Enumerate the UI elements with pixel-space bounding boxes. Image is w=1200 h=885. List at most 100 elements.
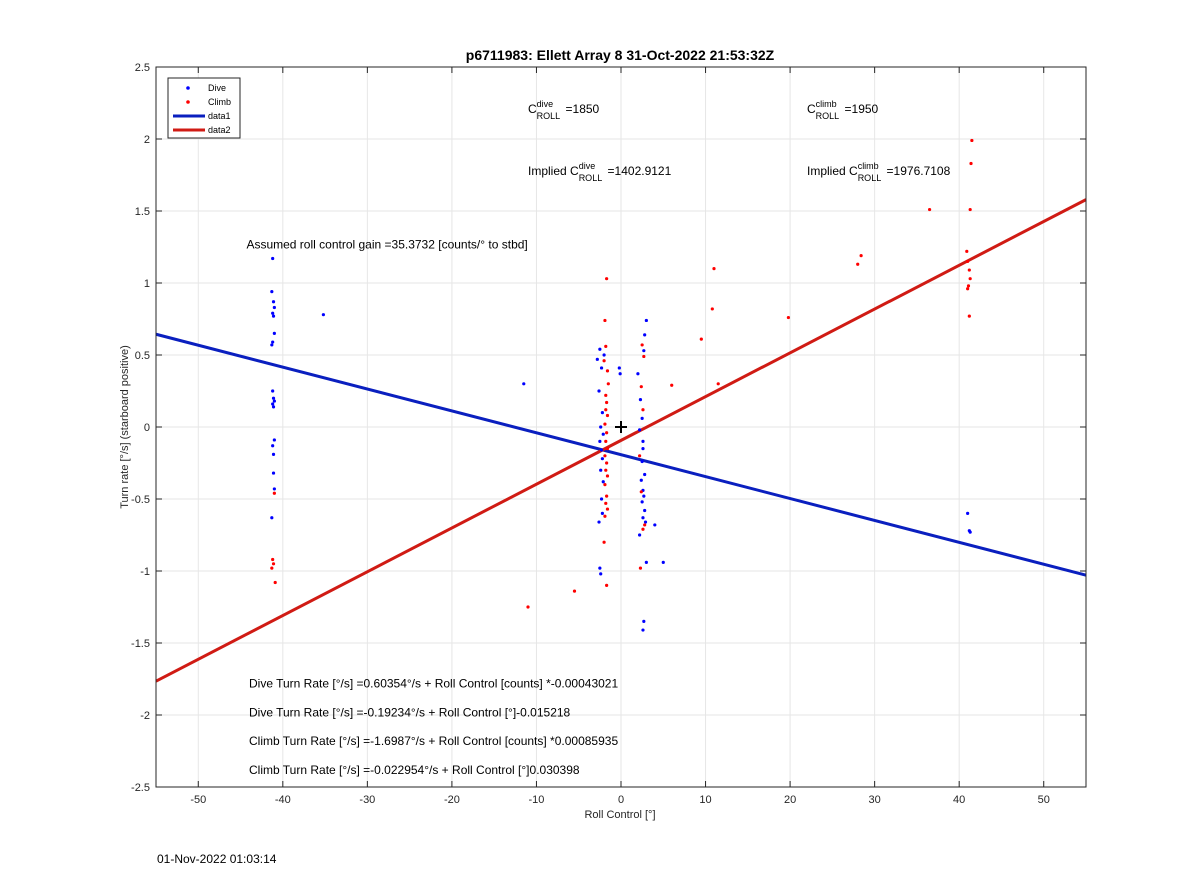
climb-point xyxy=(604,501,608,505)
dive-point xyxy=(598,347,602,351)
dive-point xyxy=(271,444,275,448)
climb-point xyxy=(699,337,703,341)
dive-point xyxy=(272,399,276,403)
x-tick-label: 50 xyxy=(1038,794,1050,806)
climb-point xyxy=(859,254,863,258)
climb-point xyxy=(605,583,609,588)
climb-point xyxy=(786,315,791,320)
dive-point xyxy=(272,487,276,491)
climb-point xyxy=(605,369,610,373)
dive-point xyxy=(602,353,606,357)
dive-point xyxy=(639,478,643,482)
dive-point xyxy=(644,318,648,323)
climb-point xyxy=(670,383,674,387)
climb-point xyxy=(641,527,645,531)
dive-point xyxy=(643,472,647,477)
origin-marker xyxy=(615,421,627,433)
climb-point xyxy=(966,287,970,291)
equation-annotation: Climb Turn Rate [°/s] =-1.6987°/s + Roll… xyxy=(249,734,618,748)
climb-point xyxy=(271,562,276,566)
climb-point xyxy=(602,359,606,363)
x-tick-label: -10 xyxy=(529,794,545,806)
scatter-points xyxy=(270,138,974,632)
dive-point xyxy=(641,447,645,451)
x-tick-label: -40 xyxy=(275,794,291,806)
legend-box xyxy=(167,77,241,139)
climb-point xyxy=(927,207,932,212)
climb-point xyxy=(966,284,971,288)
y-tick-label: 0 xyxy=(144,422,150,434)
dive-point xyxy=(643,333,647,337)
climb-point xyxy=(603,422,607,426)
dive-point xyxy=(617,366,621,370)
dive-point xyxy=(638,398,643,402)
climb-point xyxy=(712,267,716,271)
x-tick-label: 30 xyxy=(869,794,881,806)
dive-point xyxy=(642,619,646,624)
dive-point xyxy=(642,349,646,353)
legend[interactable]: Dive Climb data1 data2 xyxy=(167,77,241,139)
x-tick-label: 20 xyxy=(784,794,796,806)
legend-label-data1: data1 xyxy=(208,111,231,121)
climb-point xyxy=(967,268,971,272)
dive-point xyxy=(636,372,640,376)
climb-point xyxy=(970,138,974,143)
climb-point xyxy=(638,454,642,458)
climb-point xyxy=(605,494,609,498)
y-tick-label: 2.5 xyxy=(135,62,150,74)
dive-point xyxy=(653,523,657,527)
dive-point xyxy=(638,428,642,432)
dive-point xyxy=(271,452,276,456)
dive-point xyxy=(599,572,603,576)
y-tick-label: -2 xyxy=(140,710,150,722)
dive-point xyxy=(271,314,276,318)
climb-point xyxy=(605,474,610,478)
climb-point xyxy=(603,483,607,487)
x-tick-label: 40 xyxy=(953,794,965,806)
climb-point xyxy=(640,343,644,347)
series-line-data2 xyxy=(155,198,1087,683)
dive-point xyxy=(597,520,601,524)
climb-point xyxy=(603,514,607,518)
dive-point xyxy=(522,382,526,386)
dive-point xyxy=(599,468,603,472)
coefficient-annotation: Cclimb ROLL =1950 xyxy=(807,99,879,121)
climb-point xyxy=(605,400,609,405)
y-tick-label: -1 xyxy=(140,566,150,578)
climb-point xyxy=(965,249,969,253)
climb-point xyxy=(604,393,608,397)
legend-marker-climb xyxy=(186,100,190,104)
dive-point xyxy=(270,290,274,294)
dive-point xyxy=(272,305,276,310)
climb-point xyxy=(605,447,610,451)
y-tick-label: 1.5 xyxy=(135,206,150,218)
climb-point xyxy=(604,408,608,412)
legend-label-dive: Dive xyxy=(208,83,226,93)
climb-point xyxy=(602,540,606,544)
legend-marker-dive xyxy=(186,86,190,90)
dive-point xyxy=(270,516,274,520)
climb-point xyxy=(605,413,610,418)
climb-point xyxy=(639,490,643,494)
climb-point xyxy=(603,318,607,323)
climb-point xyxy=(639,385,643,389)
axis-ticks: -50 -40 -30 -20 -10 0 10 20 30 40 50-2.5-2-1.5-1-0… xyxy=(131,62,1086,806)
climb-point xyxy=(641,408,645,412)
axes-box xyxy=(155,66,1087,788)
print-timestamp: 01-Nov-2022 01:03:14 xyxy=(157,852,277,866)
climb-point xyxy=(638,566,643,570)
climb-point xyxy=(967,314,971,318)
climb-point xyxy=(605,461,609,465)
climb-point xyxy=(604,344,608,348)
dive-point xyxy=(642,494,646,498)
dive-point xyxy=(600,457,605,461)
dive-point xyxy=(271,256,275,261)
climb-point xyxy=(606,382,610,386)
dive-point xyxy=(271,396,276,400)
climb-point xyxy=(270,566,274,570)
climb-point xyxy=(966,259,970,263)
climb-point xyxy=(605,507,610,511)
dive-point xyxy=(599,448,604,452)
dive-point xyxy=(641,439,645,443)
